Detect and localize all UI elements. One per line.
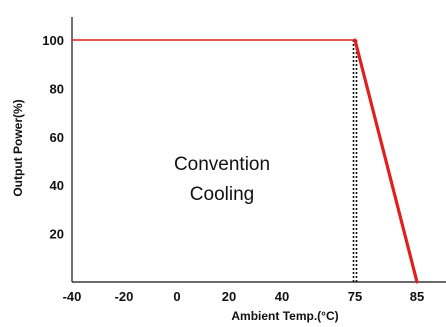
y-tick-labels: 20 40 60 80 100 [42,33,64,242]
series-lines [71,38,419,284]
x-axis-title: Ambient Temp.(°C) [231,309,338,323]
annotation-line-2: Cooling [190,184,254,205]
y-axis-title: Output Power(%) [11,99,25,196]
x-tick-label: -20 [115,289,134,304]
y-tick-label: 60 [50,130,64,145]
x-tick-label: 0 [173,289,180,304]
y-tick-label: 40 [50,178,64,193]
x-tick-labels: -40 -20 0 20 40 75 85 [63,289,425,304]
x-tick-label: 85 [410,289,424,304]
y-tick-label: 20 [50,227,64,242]
x-tick-label: 40 [275,289,289,304]
y-tick-label: 100 [42,33,64,48]
y-tick-label: 80 [50,81,64,96]
reference-lines [352,40,358,282]
derating-line-segment [353,38,419,284]
x-tick-label: -40 [63,289,82,304]
x-tick-label: 75 [348,289,362,304]
x-tick-label: 20 [222,289,236,304]
annotation-line-1: Convention [174,154,270,175]
